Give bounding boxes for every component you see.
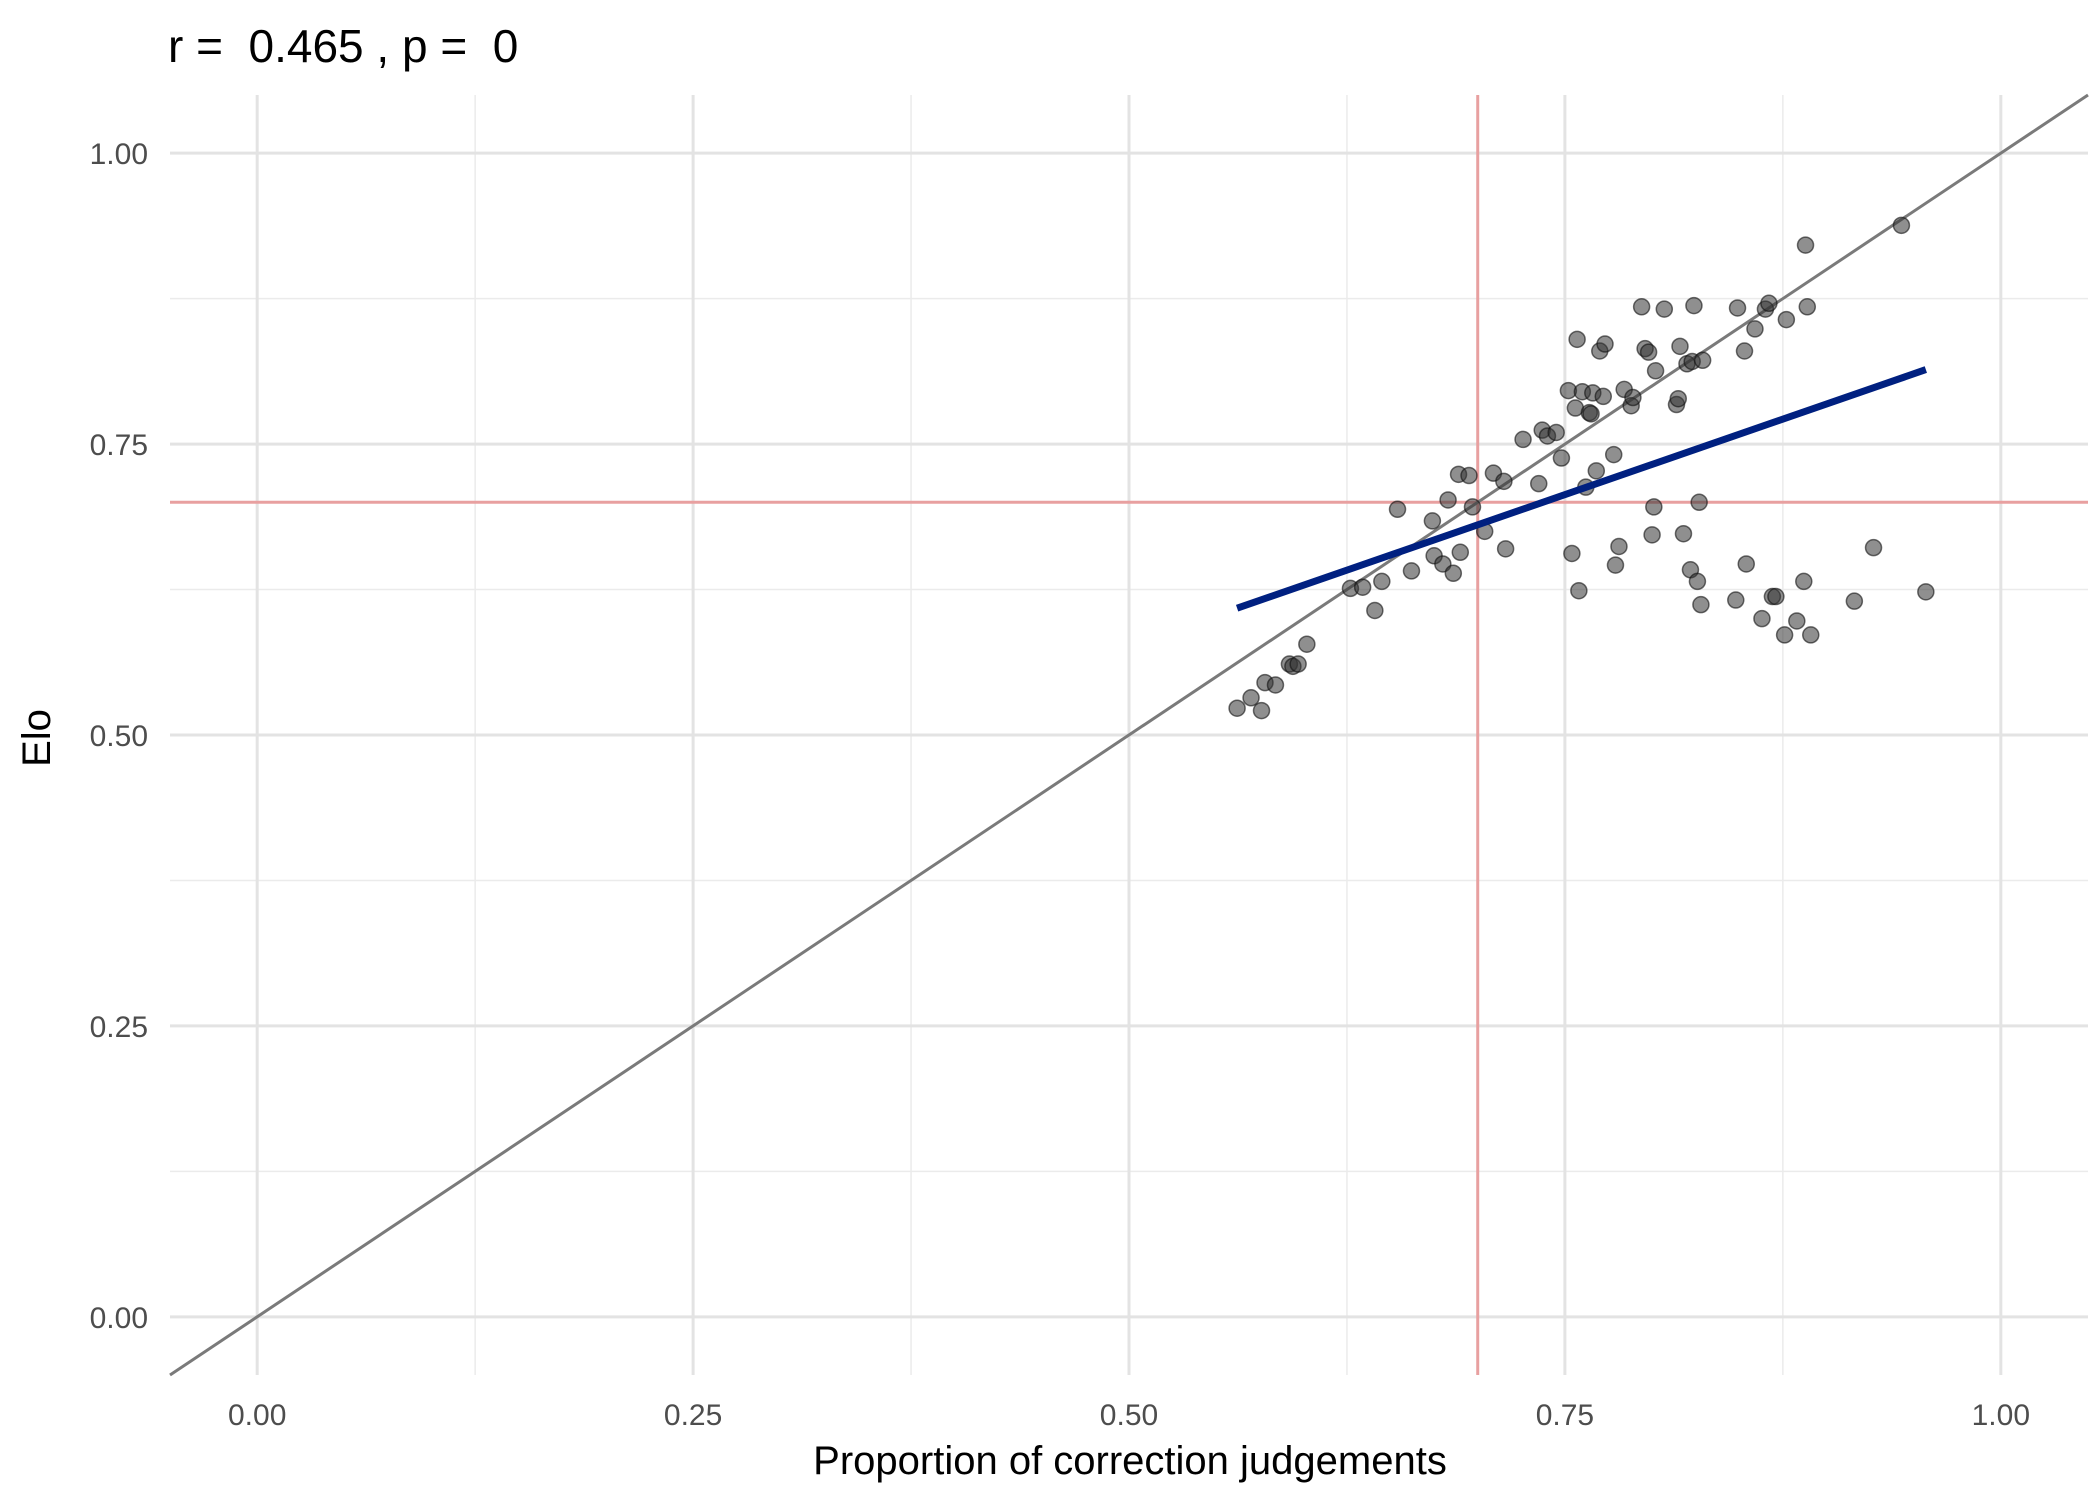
data-point bbox=[1655, 300, 1674, 318]
data-point bbox=[1547, 423, 1565, 442]
data-point bbox=[1767, 587, 1785, 606]
data-point bbox=[1685, 296, 1703, 315]
data-point bbox=[1796, 236, 1815, 254]
fit-line-layer bbox=[1235, 366, 1927, 612]
data-point bbox=[1693, 351, 1712, 370]
data-point bbox=[1727, 591, 1745, 609]
data-points bbox=[1228, 216, 1935, 720]
data-point bbox=[1775, 626, 1794, 644]
data-point bbox=[1530, 474, 1548, 493]
data-point bbox=[1917, 583, 1935, 601]
data-point bbox=[1645, 498, 1663, 516]
y-tick-label: 0.50 bbox=[90, 720, 148, 753]
x-tick-label: 1.00 bbox=[1972, 1399, 2030, 1432]
data-point bbox=[1242, 689, 1260, 707]
data-point bbox=[1674, 524, 1693, 543]
data-point bbox=[1266, 676, 1285, 694]
data-point bbox=[1728, 299, 1747, 317]
data-point bbox=[1252, 701, 1271, 720]
x-tick-label: 0.25 bbox=[664, 1399, 722, 1432]
data-point bbox=[1439, 491, 1457, 509]
data-point bbox=[1495, 472, 1513, 491]
data-point bbox=[1423, 512, 1442, 530]
y-axis-title: Elo bbox=[15, 709, 59, 767]
grid-layer bbox=[170, 95, 2088, 1375]
data-point bbox=[1388, 500, 1407, 519]
data-point bbox=[1587, 462, 1606, 480]
data-point bbox=[1735, 342, 1754, 360]
data-point bbox=[1289, 655, 1307, 673]
data-point bbox=[1514, 430, 1532, 449]
data-point bbox=[1596, 335, 1614, 353]
data-point bbox=[1646, 362, 1665, 380]
data-point bbox=[1353, 578, 1372, 596]
chart-title: r = 0.465 , p = 0 bbox=[168, 20, 518, 72]
data-point bbox=[1753, 609, 1771, 628]
tick-labels: 0.00 0.25 0.50 0.75 1.00 0.00 0.25 0.50 0.75 1.00 bbox=[90, 138, 2030, 1432]
data-point bbox=[1444, 564, 1463, 583]
data-point bbox=[1460, 466, 1478, 485]
data-point bbox=[1746, 320, 1764, 338]
data-point bbox=[1298, 635, 1316, 653]
data-point bbox=[1802, 626, 1820, 644]
data-point bbox=[1892, 216, 1911, 235]
data-point bbox=[1373, 572, 1391, 591]
data-point bbox=[1795, 572, 1813, 591]
data-point bbox=[1594, 387, 1613, 406]
data-point bbox=[1624, 388, 1642, 407]
x-tick-label: 0.50 bbox=[1100, 1399, 1158, 1432]
x-tick-label: 0.00 bbox=[228, 1399, 286, 1432]
data-point bbox=[1563, 544, 1581, 563]
x-tick-label: 0.75 bbox=[1536, 1399, 1594, 1432]
data-point bbox=[1366, 601, 1384, 620]
data-point bbox=[1639, 343, 1658, 361]
data-point bbox=[1604, 445, 1623, 464]
data-point bbox=[1788, 612, 1806, 630]
data-point bbox=[1582, 405, 1600, 423]
y-tick-label: 0.25 bbox=[90, 1011, 148, 1044]
data-point bbox=[1496, 540, 1515, 558]
data-point bbox=[1606, 556, 1625, 574]
data-point bbox=[1552, 449, 1571, 467]
data-point bbox=[1845, 592, 1864, 610]
data-point bbox=[1643, 526, 1661, 544]
data-point bbox=[1671, 337, 1689, 356]
data-point bbox=[1610, 537, 1628, 556]
data-point bbox=[1402, 562, 1421, 580]
x-axis-title: Proportion of correction judgements bbox=[813, 1439, 1447, 1483]
data-point bbox=[1570, 581, 1588, 600]
y-tick-label: 0.00 bbox=[90, 1302, 148, 1335]
data-point bbox=[1760, 294, 1778, 313]
regression-line bbox=[1235, 366, 1927, 612]
data-point bbox=[1632, 298, 1651, 316]
data-point bbox=[1228, 699, 1246, 717]
data-point bbox=[1451, 543, 1470, 562]
data-point bbox=[1463, 498, 1482, 516]
data-point bbox=[1669, 389, 1687, 408]
data-point bbox=[1568, 330, 1586, 349]
data-point bbox=[1864, 538, 1883, 557]
data-point bbox=[1777, 310, 1796, 329]
y-tick-label: 1.00 bbox=[90, 138, 148, 171]
data-point bbox=[1798, 298, 1817, 316]
data-point bbox=[1688, 572, 1707, 591]
data-point bbox=[1690, 493, 1708, 512]
data-point bbox=[1737, 555, 1755, 573]
data-point bbox=[1692, 595, 1710, 614]
y-tick-label: 0.75 bbox=[90, 429, 148, 462]
